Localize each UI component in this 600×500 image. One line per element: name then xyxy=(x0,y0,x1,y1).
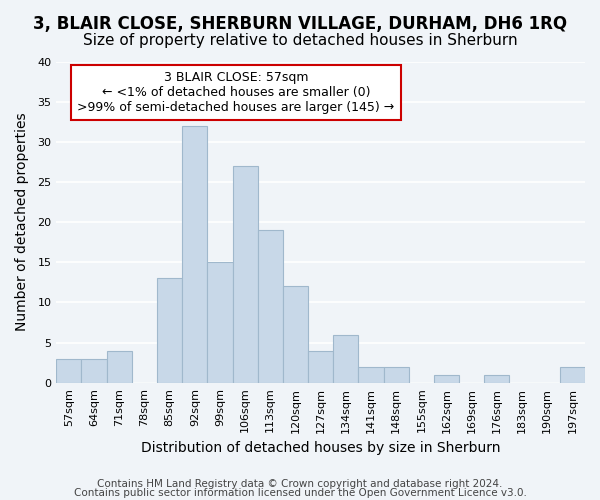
Bar xyxy=(233,166,258,383)
Text: Contains HM Land Registry data © Crown copyright and database right 2024.: Contains HM Land Registry data © Crown c… xyxy=(97,479,503,489)
Bar xyxy=(358,366,383,383)
Text: Size of property relative to detached houses in Sherburn: Size of property relative to detached ho… xyxy=(83,32,517,48)
Bar xyxy=(434,375,459,383)
Text: Contains public sector information licensed under the Open Government Licence v3: Contains public sector information licen… xyxy=(74,488,526,498)
Bar xyxy=(308,350,333,383)
Bar xyxy=(82,358,107,383)
Bar xyxy=(383,366,409,383)
Bar xyxy=(560,366,585,383)
Bar xyxy=(157,278,182,383)
Bar xyxy=(107,350,132,383)
Bar xyxy=(182,126,208,383)
Text: 3 BLAIR CLOSE: 57sqm
← <1% of detached houses are smaller (0)
>99% of semi-detac: 3 BLAIR CLOSE: 57sqm ← <1% of detached h… xyxy=(77,71,395,114)
Bar xyxy=(208,262,233,383)
Bar xyxy=(283,286,308,383)
Bar xyxy=(484,375,509,383)
Bar xyxy=(56,358,82,383)
X-axis label: Distribution of detached houses by size in Sherburn: Distribution of detached houses by size … xyxy=(141,441,500,455)
Text: 3, BLAIR CLOSE, SHERBURN VILLAGE, DURHAM, DH6 1RQ: 3, BLAIR CLOSE, SHERBURN VILLAGE, DURHAM… xyxy=(33,15,567,33)
Y-axis label: Number of detached properties: Number of detached properties xyxy=(15,113,29,332)
Bar xyxy=(333,334,358,383)
Bar xyxy=(258,230,283,383)
